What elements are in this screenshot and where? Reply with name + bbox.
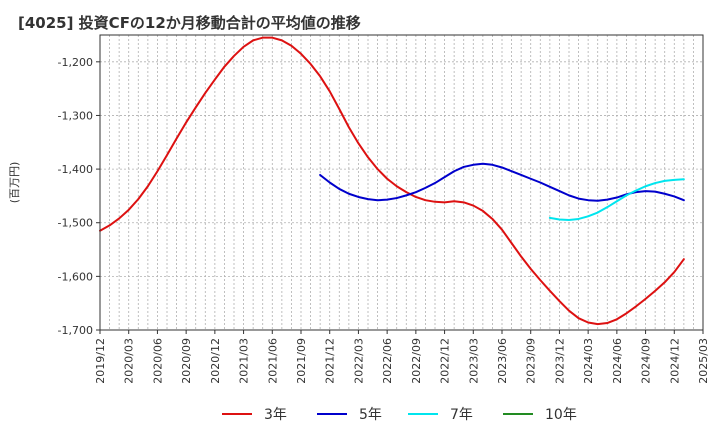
y-axis: -1,200 -1,300 -1,400 -1,500 -1,600 -1,700 (58, 56, 100, 337)
x-tick-label: 2020/03 (123, 338, 136, 384)
x-tick-label: 2021/06 (266, 338, 279, 384)
x-tick-label: 2024/06 (611, 338, 624, 384)
y-tick-label: -1,200 (58, 56, 93, 69)
series-line-2 (319, 162, 685, 202)
x-tick-label: 2024/03 (582, 338, 595, 384)
x-tick-label: 2020/12 (209, 338, 222, 384)
x-tick-label: 2023/03 (467, 338, 480, 384)
x-tick-label: 2021/12 (324, 338, 337, 384)
x-tick-label: 2023/12 (553, 338, 566, 384)
series-line-1 (99, 36, 685, 326)
x-tick-label: 2020/06 (151, 338, 164, 384)
x-tick-label: 2023/06 (496, 338, 509, 384)
x-tick-label: 2021/03 (238, 338, 251, 384)
y-axis-title: (百万円) (8, 162, 21, 204)
grid (99, 35, 704, 331)
x-tick-label: 2024/12 (668, 338, 681, 384)
x-tick-label: 2021/09 (295, 338, 308, 384)
series-line-3 (548, 178, 685, 222)
legend-label-4: 10年 (545, 407, 577, 423)
series-layer (99, 36, 685, 326)
x-axis: 2019/12 2020/03 2020/06 2020/09 2020/12 2021/… (94, 330, 710, 384)
legend: 3年 5年 7年 10年 (222, 407, 577, 423)
x-tick-label: 2023/09 (525, 338, 538, 384)
plot-frame (99, 34, 704, 331)
legend-label-3: 7年 (450, 407, 473, 423)
x-tick-label: 2024/09 (640, 338, 653, 384)
y-tick-label: -1,300 (58, 109, 93, 122)
legend-label-1: 3年 (264, 407, 287, 423)
x-tick-label: 2020/09 (180, 338, 193, 384)
x-tick-label: 2022/12 (439, 338, 452, 384)
x-tick-label: 2025/03 (697, 338, 710, 384)
legend-label-2: 5年 (359, 407, 382, 423)
y-tick-label: -1,700 (58, 324, 93, 337)
y-tick-label: -1,500 (58, 217, 93, 230)
x-tick-label: 2022/09 (410, 338, 423, 384)
chart-title: [4025] 投資CFの12か月移動合計の平均値の推移 (18, 14, 361, 32)
x-tick-label: 2022/06 (381, 338, 394, 384)
y-tick-label: -1,600 (58, 270, 93, 283)
x-tick-label: 2022/03 (352, 338, 365, 384)
x-tick-label: 2019/12 (94, 338, 107, 384)
y-tick-label: -1,400 (58, 163, 93, 176)
